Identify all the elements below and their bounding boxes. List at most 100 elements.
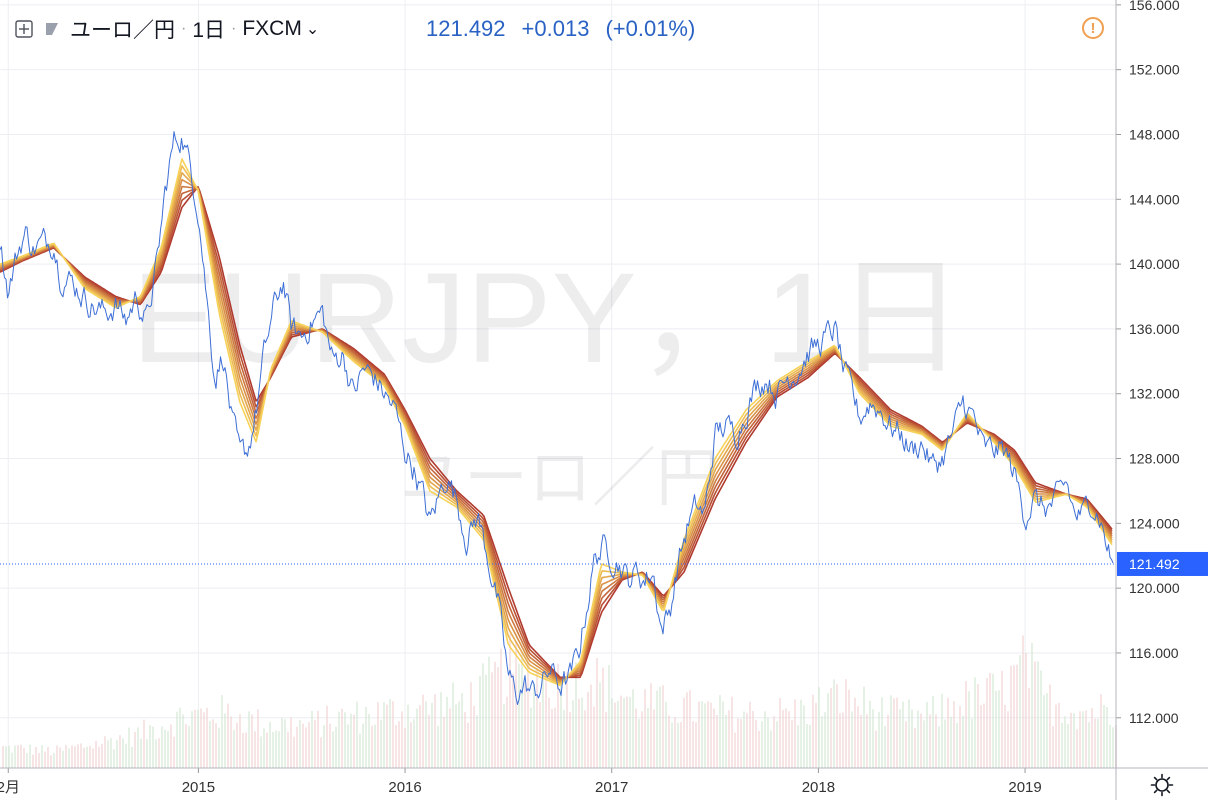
volume-bar: [989, 672, 991, 768]
y-tick-label: 144.000: [1129, 191, 1180, 207]
volume-bar: [695, 722, 697, 768]
ribbon-ma-line: [0, 186, 1113, 679]
volume-bar: [893, 698, 895, 768]
volume-bar: [734, 732, 736, 768]
volume-bar: [635, 708, 637, 768]
volume-bar: [422, 694, 424, 768]
volume-bar: [701, 701, 703, 768]
volume-bar: [311, 710, 313, 768]
volume-bar: [299, 719, 301, 768]
volume-bar: [758, 730, 760, 768]
volume-bar: [488, 656, 490, 768]
volume-bar: [188, 725, 190, 768]
volume-bar: [95, 740, 97, 768]
volume-bar: [719, 695, 721, 768]
volume-bar: [140, 738, 142, 768]
volume-bar: [473, 705, 475, 768]
volume-bar: [203, 712, 205, 768]
volume-bar: [884, 725, 886, 768]
interval-selector[interactable]: 1日: [192, 19, 226, 42]
volume-bar: [143, 719, 145, 768]
volume-bar: [581, 697, 583, 768]
volume-bar: [470, 682, 472, 768]
volume-bar: [509, 634, 511, 768]
volume-bar: [53, 752, 55, 768]
volume-bar: [260, 736, 262, 768]
volume-bar: [227, 703, 229, 768]
volume-bar: [368, 713, 370, 768]
symbol-name[interactable]: ユーロ／円: [70, 19, 175, 42]
volume-bar: [926, 702, 928, 768]
volume-bar: [887, 714, 889, 768]
volume-bar: [377, 702, 379, 768]
volume-bar: [185, 724, 187, 768]
volume-bar: [1043, 695, 1045, 768]
volume-bar: [830, 688, 832, 768]
volume-bar: [854, 697, 856, 768]
volume-bar: [689, 690, 691, 768]
volume-bar: [527, 661, 529, 768]
volume-bar: [686, 692, 688, 768]
y-tick-label: 116.000: [1129, 645, 1179, 661]
volume-bar: [629, 696, 631, 768]
volume-bar: [458, 701, 460, 768]
volume-bar: [443, 716, 445, 768]
volume-bar: [902, 701, 904, 768]
volume-bar: [113, 749, 115, 768]
price-change-percent: (+0.01%): [605, 16, 696, 41]
price-axis[interactable]: 156.000 152.000 148.000 144.000 140.000 136.0…: [1115, 0, 1180, 800]
volume-bar: [530, 707, 532, 768]
volume-bar: [281, 717, 283, 768]
volume-bar: [272, 732, 274, 768]
volume-bar: [137, 727, 139, 768]
volume-bar: [917, 710, 919, 768]
volume-bar: [983, 703, 985, 768]
plus-box-icon[interactable]: [14, 19, 34, 39]
volume-bar: [836, 684, 838, 768]
volume-bar: [638, 718, 640, 768]
volume-bar: [41, 745, 43, 768]
y-tick-label: 156.000: [1129, 0, 1180, 13]
volume-bar: [8, 745, 10, 768]
volume-bar: [191, 711, 193, 768]
volume-bar: [1016, 664, 1018, 768]
volume-bar: [194, 709, 196, 768]
volume-bar: [608, 665, 610, 768]
exchange-name[interactable]: FXCM: [242, 17, 302, 40]
volume-bar: [152, 726, 154, 768]
chevron-down-icon[interactable]: ⌄: [305, 21, 320, 38]
volume-bar: [401, 711, 403, 768]
volume-bar: [338, 711, 340, 768]
volume-bar: [128, 727, 130, 768]
volume-bar: [314, 720, 316, 768]
volume-bar: [914, 727, 916, 768]
chart-watermark: EURJPY，1日 ユーロ／円: [132, 247, 964, 514]
volume-bar: [1040, 670, 1042, 768]
volume-bar: [332, 731, 334, 768]
volume-bar: [476, 715, 478, 768]
volume-bar: [1067, 724, 1069, 768]
time-axis[interactable]: 2月 2015 2016 2017 2018 2019: [0, 767, 1208, 796]
volume-bar: [674, 716, 676, 768]
volume-bar: [824, 712, 826, 768]
volume-bar: [1076, 729, 1078, 768]
volume-bar: [650, 683, 652, 768]
volume-bar: [356, 701, 358, 768]
exclamation-circle-icon[interactable]: !: [1082, 17, 1104, 39]
volume-bar: [704, 703, 706, 768]
volume-bar: [398, 721, 400, 768]
volume-bar: [296, 726, 298, 768]
flag-icon[interactable]: [42, 19, 62, 39]
volume-bar: [158, 738, 160, 768]
volume-histogram: [2, 634, 1117, 768]
volume-bar: [596, 658, 598, 768]
gear-icon[interactable]: [1150, 773, 1174, 797]
volume-bar: [32, 754, 34, 768]
volume-bar: [302, 723, 304, 768]
volume-bar: [680, 722, 682, 768]
volume-bar: [449, 708, 451, 768]
volume-bar: [389, 699, 391, 768]
volume-bar: [578, 698, 580, 768]
volume-bar: [68, 748, 70, 768]
